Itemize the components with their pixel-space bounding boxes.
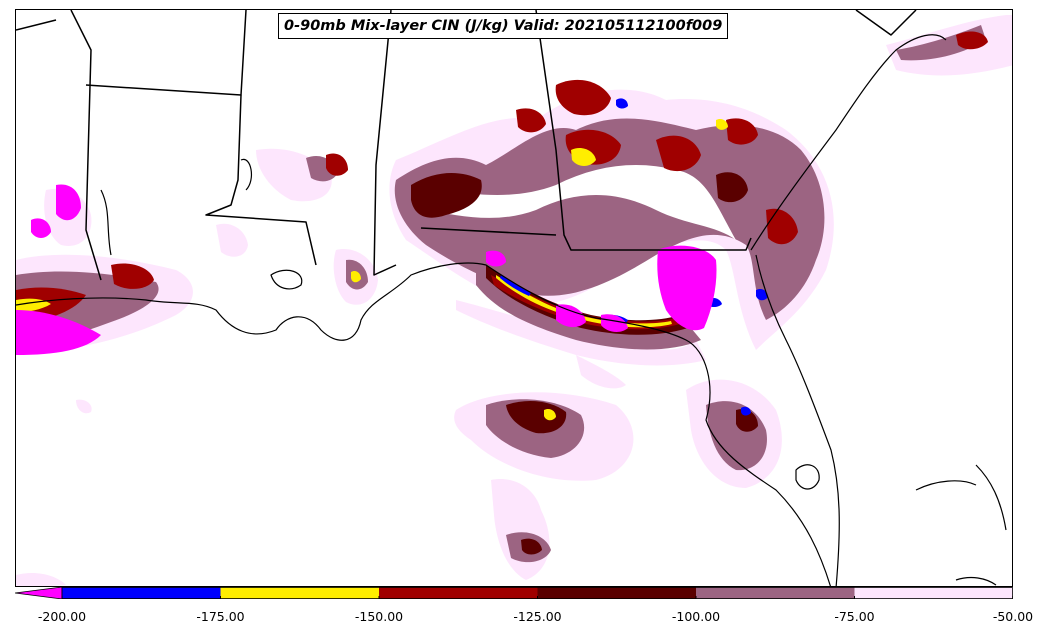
map-frame	[15, 9, 1013, 587]
cin-map	[16, 10, 1012, 586]
colorbar-segment	[220, 587, 379, 599]
boundaries	[16, 10, 917, 281]
colorbar-segment	[854, 587, 1013, 599]
colorbar-segment	[696, 587, 855, 599]
colorbar-tick-label: -150.00	[354, 609, 404, 624]
colorbar-segment	[62, 587, 221, 599]
cin-fill-magenta	[16, 184, 717, 355]
colorbar-tick-label: -175.00	[196, 609, 245, 624]
colorbar-tick-label: -75.00	[834, 609, 875, 624]
colorbar-tick-label: -125.00	[513, 609, 562, 624]
colorbar-tick-label: -200.00	[37, 609, 87, 624]
colorbar-extend-min	[15, 587, 63, 599]
colorbar-tick-label: -50.00	[992, 609, 1034, 624]
colorbar-segment	[379, 587, 538, 599]
colorbar	[15, 587, 1013, 599]
colorbar-segment	[537, 587, 696, 599]
map-title: 0-90mb Mix-layer CIN (J/kg) Valid: 20210…	[278, 13, 729, 39]
colorbar-tick-label: -100.00	[671, 609, 721, 624]
coastline	[16, 34, 1007, 586]
